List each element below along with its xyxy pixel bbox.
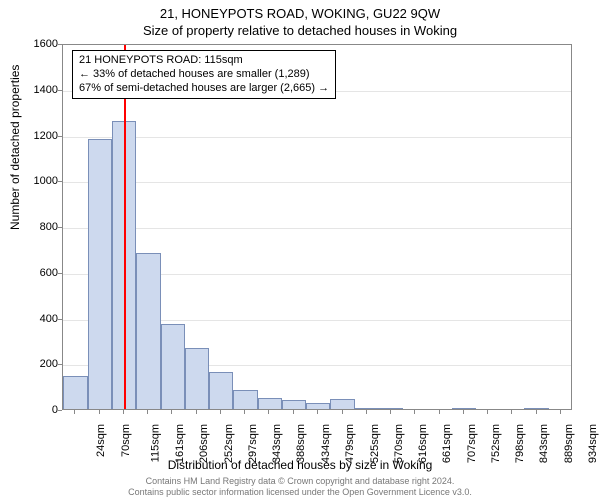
x-tick-mark (293, 410, 294, 414)
x-tick-mark (487, 410, 488, 414)
x-tick-label: 115sqm (149, 424, 161, 462)
y-tick-label: 1200 (20, 130, 58, 142)
x-tick-mark (220, 410, 221, 414)
x-tick-mark (268, 410, 269, 414)
x-axis-label: Distribution of detached houses by size … (0, 458, 600, 472)
y-tick-label: 600 (20, 267, 58, 279)
x-tick-mark (463, 410, 464, 414)
y-tick-label: 1600 (20, 38, 58, 50)
x-tick-mark (414, 410, 415, 414)
attribution-footer: Contains HM Land Registry data © Crown c… (0, 476, 600, 498)
histogram-bar (63, 376, 88, 409)
footer-line-2: Contains public sector information licen… (0, 487, 600, 498)
annotation-line-1: 21 HONEYPOTS ROAD: 115sqm (79, 54, 329, 68)
x-tick-mark (147, 410, 148, 414)
page-title: 21, HONEYPOTS ROAD, WOKING, GU22 9QW (0, 0, 600, 21)
gridline (63, 228, 571, 229)
annotation-box: 21 HONEYPOTS ROAD: 115sqm ← 33% of detac… (72, 50, 336, 99)
x-tick-mark (511, 410, 512, 414)
y-tick-label: 1000 (20, 175, 58, 187)
x-tick-mark (171, 410, 172, 414)
x-tick-mark (74, 410, 75, 414)
x-tick-mark (317, 410, 318, 414)
x-tick-mark (439, 410, 440, 414)
histogram-bar (524, 408, 549, 409)
reference-line (124, 45, 126, 409)
y-tick-mark (58, 410, 62, 411)
histogram-bar (306, 403, 330, 409)
x-tick-mark (99, 410, 100, 414)
page-subtitle: Size of property relative to detached ho… (0, 21, 600, 38)
annotation-line-3: 67% of semi-detached houses are larger (… (79, 82, 329, 96)
gridline (63, 182, 571, 183)
x-tick-mark (536, 410, 537, 414)
histogram-bar (185, 348, 210, 409)
annotation-line-2: ← 33% of detached houses are smaller (1,… (79, 68, 329, 82)
x-tick-label: 24sqm (95, 424, 107, 457)
x-tick-mark (196, 410, 197, 414)
y-tick-label: 200 (20, 358, 58, 370)
x-tick-mark (244, 410, 245, 414)
histogram-bar (209, 372, 233, 409)
histogram-bar (88, 139, 113, 409)
y-tick-label: 1400 (20, 84, 58, 96)
histogram-bar (282, 400, 307, 409)
y-tick-label: 0 (20, 404, 58, 416)
x-tick-label: 70sqm (120, 424, 132, 457)
histogram-bar (136, 253, 161, 409)
histogram-bar (330, 399, 355, 409)
x-tick-mark (390, 410, 391, 414)
histogram-bar (258, 398, 282, 409)
x-tick-mark (123, 410, 124, 414)
histogram-bar (379, 408, 404, 409)
x-tick-mark (560, 410, 561, 414)
gridline (63, 137, 571, 138)
y-tick-label: 800 (20, 221, 58, 233)
histogram-bar (161, 324, 185, 409)
histogram-bar (452, 408, 476, 409)
histogram-bar (355, 408, 379, 409)
histogram-bar (233, 390, 258, 409)
footer-line-1: Contains HM Land Registry data © Crown c… (0, 476, 600, 487)
x-tick-mark (342, 410, 343, 414)
y-tick-label: 400 (20, 313, 58, 325)
x-tick-mark (366, 410, 367, 414)
